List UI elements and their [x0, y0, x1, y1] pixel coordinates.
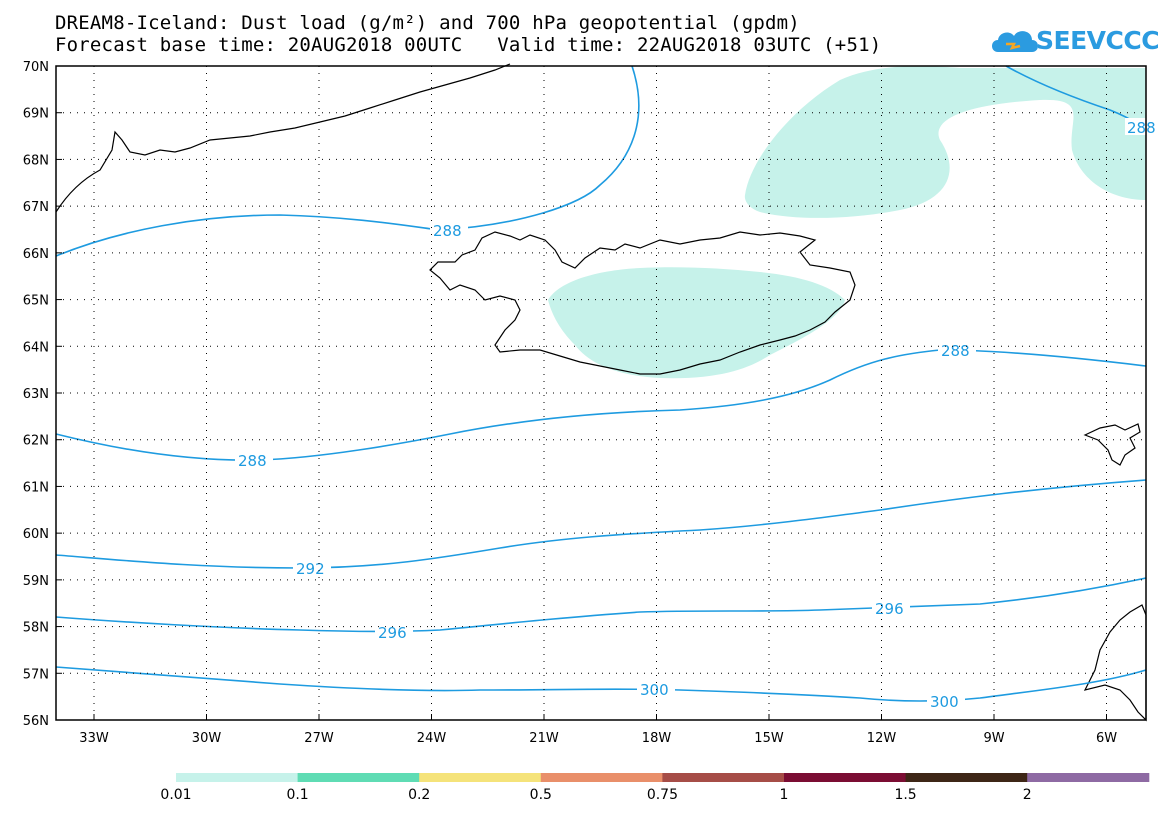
- lat-tick-label: 58N: [23, 621, 49, 636]
- lon-tick-label: 27W: [304, 731, 334, 746]
- logo-text: SEEVCCC: [1036, 26, 1160, 55]
- colorbar-swatch: [1027, 773, 1150, 782]
- lat-tick-label: 61N: [23, 480, 49, 495]
- chart-title: DREAM8-Iceland: Dust load (g/m²) and 700…: [55, 12, 800, 34]
- lat-tick-label: 59N: [23, 574, 49, 589]
- lat-tick-label: 68N: [23, 153, 49, 168]
- lat-tick-label: 57N: [23, 667, 49, 682]
- lon-tick-label: 12W: [867, 731, 897, 746]
- contour-label: 300: [930, 693, 959, 711]
- colorbar-label: 0.2: [408, 787, 430, 803]
- colorbar-swatch: [662, 773, 785, 782]
- colorbar-swatch: [297, 773, 420, 782]
- contour-label: 292: [296, 560, 325, 578]
- lat-tick-label: 67N: [23, 200, 49, 215]
- colorbar-swatch: [419, 773, 542, 782]
- lon-tick-label: 9W: [983, 731, 1004, 746]
- contour-label: 300: [640, 681, 669, 699]
- contour-label: 296: [875, 600, 904, 618]
- contour-label: 288: [238, 452, 267, 470]
- colorbar-swatch: [540, 773, 663, 782]
- lat-tick-label: 60N: [23, 527, 49, 542]
- lon-tick-label: 15W: [754, 731, 784, 746]
- coastline: [55, 63, 1147, 722]
- colorbar-swatch: [176, 773, 299, 782]
- colorbar-swatch: [905, 773, 1028, 782]
- lat-tick-label: 66N: [23, 247, 49, 262]
- colorbar-label: 1.5: [894, 787, 916, 803]
- dust-load-fill: [548, 66, 1146, 379]
- chart-subtitle: Forecast base time: 20AUG2018 00UTC Vali…: [55, 34, 882, 56]
- lat-tick-label: 63N: [23, 387, 49, 402]
- contour-label: 288: [433, 222, 462, 240]
- lat-tick-label: 64N: [23, 340, 49, 355]
- lon-tick-label: 30W: [192, 731, 222, 746]
- colorbar-label: 0.5: [530, 787, 552, 803]
- contour-label: 288: [1127, 119, 1156, 137]
- lat-tick-label: 70N: [23, 60, 49, 75]
- contour-label: 296: [378, 624, 407, 642]
- lon-tick-label: 6W: [1096, 731, 1117, 746]
- colorbar-label: 0.01: [160, 787, 191, 803]
- lon-tick-label: 33W: [79, 731, 109, 746]
- colorbar-label: 0.1: [286, 787, 308, 803]
- contour-label: 288: [941, 342, 970, 360]
- lon-tick-label: 21W: [529, 731, 559, 746]
- lat-tick-label: 65N: [23, 294, 49, 309]
- lat-tick-label: 56N: [23, 714, 49, 729]
- lon-tick-label: 24W: [417, 731, 447, 746]
- lat-tick-label: 69N: [23, 107, 49, 122]
- lat-tick-label: 62N: [23, 434, 49, 449]
- contour-labels: 288 288 288 288 292 296 296 300 300: [235, 118, 1156, 711]
- colorbar-label: 2: [1023, 787, 1032, 803]
- longitude-axis: 33W 30W 27W 24W 21W 18W 15W 12W 9W 6W: [79, 714, 1117, 746]
- colorbar-label: 1: [780, 787, 789, 803]
- latitude-axis: 70N 69N 68N 67N 66N 65N 64N 63N 62N 61N 60N 59N 58N 5…: [23, 60, 62, 729]
- cloud-icon: [992, 31, 1038, 52]
- lon-tick-label: 18W: [642, 731, 672, 746]
- colorbar-label: 0.75: [647, 787, 678, 803]
- colorbar-swatch: [784, 773, 907, 782]
